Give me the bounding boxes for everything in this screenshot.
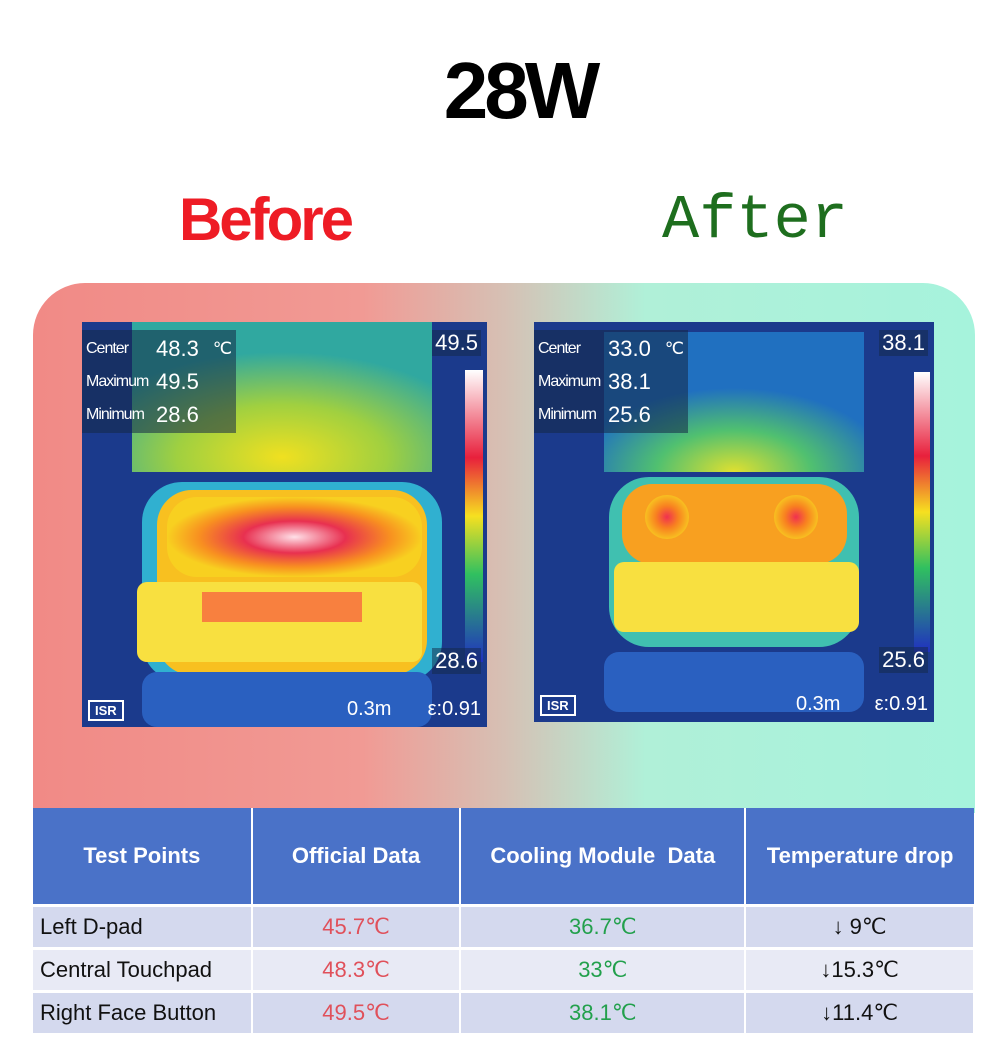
after-label: After: [661, 185, 849, 256]
thermal-art: [604, 332, 930, 712]
header-cell: Temperature drop: [745, 808, 974, 906]
reading-label: Center: [86, 339, 129, 357]
cell: 48.3℃: [251, 947, 462, 992]
reading-value: 49.5: [156, 368, 199, 394]
header-cell: Cooling Module Data: [460, 808, 747, 906]
distance: 0.3m: [347, 698, 392, 720]
cell: 49.5℃: [251, 990, 462, 1033]
reading-unit: ℃: [212, 338, 232, 358]
thermal-art: [132, 322, 483, 727]
emissivity: ε:0.91: [874, 693, 928, 715]
scale-min: 28.6: [432, 648, 481, 674]
emissivity: ε:0.91: [427, 698, 481, 720]
header-cell: Test Points: [33, 808, 253, 906]
before-label: Before: [178, 186, 354, 253]
reading-value: 48.3: [156, 335, 199, 361]
thermal-image-before: Center 48.3 ℃ Maximum 49.5 Minimum 28.6 49.5…: [82, 322, 487, 727]
header-row: Test Points Official Data Cooling Module…: [33, 808, 974, 906]
cell: Left D-pad: [33, 904, 253, 949]
header-cell: Official Data: [251, 808, 462, 906]
reading-value: 38.1: [608, 368, 651, 394]
thermal-image-after: Center 33.0 ℃ Maximum 38.1 Minimum 25.6 38.1…: [534, 322, 934, 722]
distance: 0.3m: [796, 693, 841, 715]
cell: 45.7℃: [251, 904, 462, 949]
reading-value: 25.6: [608, 401, 651, 427]
scale-max: 49.5: [432, 330, 481, 356]
reading-label: Center: [538, 339, 581, 357]
cell: ↓11.4℃: [745, 990, 975, 1033]
row: Left D-pad 45.7℃ 36.7℃ ↓ 9℃: [33, 904, 975, 949]
data-table: Test Points Official Data Cooling Module…: [33, 808, 975, 1033]
cell: 36.7℃: [460, 904, 747, 949]
scale-max: 38.1: [879, 330, 928, 356]
readings: Center 33.0 ℃ Maximum 38.1 Minimum 25.6: [534, 330, 688, 433]
badge: ISR: [88, 700, 124, 721]
row: Right Face Button 49.5℃ 38.1℃ ↓11.4℃: [33, 990, 975, 1033]
title: 28W: [443, 46, 601, 135]
cell: Central Touchpad: [33, 947, 253, 992]
scale-min: 25.6: [879, 647, 928, 673]
reading-unit: ℃: [664, 338, 684, 358]
reading-value: 28.6: [156, 401, 199, 427]
reading-label: Maximum: [538, 372, 601, 390]
cell: ↓15.3℃: [745, 947, 975, 992]
cell: ↓ 9℃: [745, 904, 975, 949]
cell: 33℃: [460, 947, 747, 992]
row: Central Touchpad 48.3℃ 33℃ ↓15.3℃: [33, 947, 975, 992]
cell: Right Face Button: [33, 990, 253, 1033]
reading-value: 33.0: [608, 335, 651, 361]
cell: 38.1℃: [460, 990, 747, 1033]
reading-label: Minimum: [86, 405, 145, 423]
readings: Center 48.3 ℃ Maximum 49.5 Minimum 28.6: [82, 330, 236, 433]
badge: ISR: [540, 695, 576, 716]
reading-label: Minimum: [538, 405, 597, 423]
reading-label: Maximum: [86, 372, 149, 390]
